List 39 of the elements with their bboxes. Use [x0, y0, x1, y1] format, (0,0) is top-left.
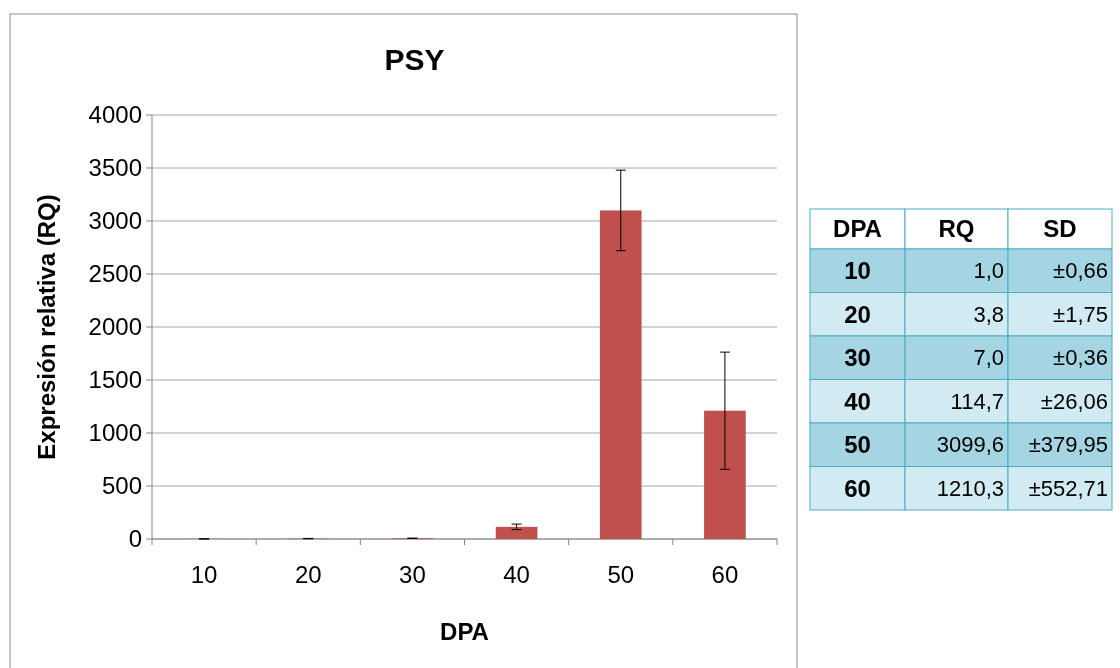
category-label: 10 — [844, 257, 871, 285]
text: SD — [1043, 215, 1077, 243]
y-tick-label: 3000 — [88, 207, 142, 235]
text: ±1,75 — [1053, 301, 1108, 327]
y-tick-label: 2000 — [88, 313, 142, 341]
x-tick-label: 60 — [711, 561, 739, 588]
x-tick-label: 50 — [607, 561, 635, 588]
text: RQ — [938, 215, 975, 243]
text: ±379,95 — [1028, 432, 1108, 458]
category-label: 50 — [844, 431, 871, 459]
category-label: 60 — [844, 474, 871, 502]
text: ±0,36 — [1053, 345, 1108, 371]
category-label: 20 — [844, 300, 871, 328]
x-axis-title: DPA — [440, 618, 489, 645]
text: DPA — [833, 215, 882, 243]
text: 1,0 — [973, 258, 1004, 284]
text: 3099,6 — [936, 432, 1004, 458]
text: ±0,66 — [1053, 258, 1108, 284]
x-tick-label: 10 — [190, 561, 218, 588]
x-tick-label: 20 — [294, 561, 322, 588]
y-tick-label: 500 — [101, 472, 142, 500]
category-label: 40 — [844, 387, 871, 415]
text: ±552,71 — [1028, 475, 1108, 501]
y-tick-label: 2500 — [88, 260, 142, 288]
text: 3,8 — [973, 301, 1004, 327]
y-tick-label: 0 — [128, 525, 142, 553]
chart-title: PSY — [384, 43, 445, 76]
text: 114,7 — [950, 388, 1004, 414]
text: ±26,06 — [1040, 388, 1108, 414]
y-tick-label: 3500 — [88, 154, 142, 182]
x-tick-label: 30 — [399, 561, 426, 588]
x-tick-label: 40 — [503, 561, 530, 588]
y-tick-label: 4000 — [88, 101, 142, 129]
category-label: 30 — [844, 344, 871, 372]
text: 1210,3 — [936, 475, 1004, 501]
y-axis-title: Expresión relativa (RQ) — [33, 194, 60, 460]
y-tick-label: 1500 — [88, 366, 142, 394]
text: 7,0 — [973, 345, 1004, 371]
y-tick-label: 1000 — [88, 419, 142, 447]
